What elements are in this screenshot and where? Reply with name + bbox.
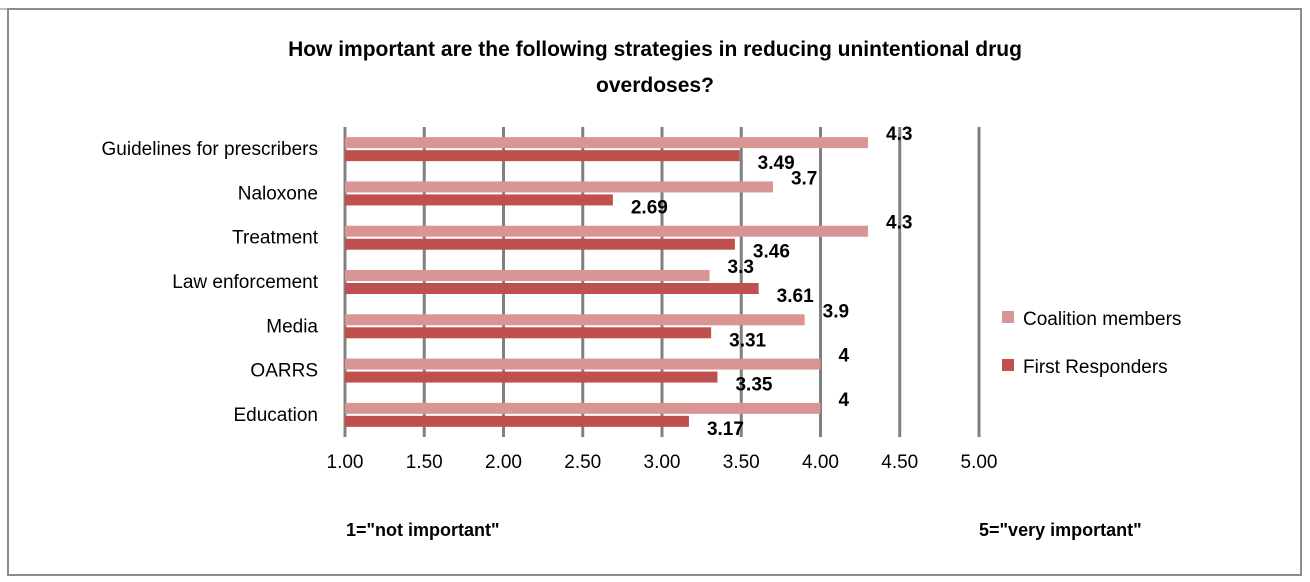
category-label-media: Media (266, 316, 318, 337)
gridlines (343, 127, 981, 437)
data-label-coalition-members-education: 4 (839, 390, 850, 411)
bar-coalition-members-education (345, 402, 821, 414)
x-tick-label: 3.00 (644, 452, 681, 473)
bar-coalition-members-law-enforcement (345, 270, 710, 281)
x-tick-label: 5.00 (961, 452, 998, 473)
chart-title-line1: How important are the following strategi… (288, 38, 1022, 61)
bar-coalition-members-treatment (345, 225, 869, 237)
data-label-coalition-members-guidelines-for-prescribers: 4.3 (886, 124, 912, 145)
data-label-first-responders-treatment: 3.46 (753, 242, 790, 263)
bar-first-responders-naloxone (345, 194, 613, 206)
bar-coalition-members-media (345, 314, 805, 326)
data-label-coalition-members-naloxone: 3.7 (791, 168, 817, 189)
legend-label-first-responders: First Responders (1023, 357, 1168, 378)
x-tick-label: 4.00 (802, 452, 839, 473)
bar-coalition-members-oarrs (345, 358, 821, 370)
x-tick-label: 3.50 (723, 452, 760, 473)
annotation-not-important: 1="not important" (346, 520, 500, 540)
data-label-first-responders-education: 3.17 (707, 419, 744, 440)
x-tick-label: 4.50 (881, 452, 918, 473)
data-label-coalition-members-law-enforcement: 3.3 (728, 257, 754, 278)
data-label-first-responders-guidelines-for-prescribers: 3.49 (758, 153, 795, 174)
bar-first-responders-media (345, 327, 712, 339)
annotation-very-important: 5="very important" (979, 520, 1142, 540)
chart-title-line2: overdoses? (596, 74, 714, 97)
data-label-first-responders-law-enforcement: 3.61 (777, 286, 814, 307)
x-tick-labels: 1.00 1.50 2.00 2.50 3.00 3.50 4.00 4.50 5.00 (327, 452, 998, 473)
x-tick-label: 2.50 (564, 452, 601, 473)
bar-first-responders-treatment (345, 238, 735, 250)
category-label-treatment: Treatment (232, 228, 319, 249)
category-label-guidelines-for-prescribers: Guidelines for prescribers (102, 139, 318, 160)
x-tick-label: 1.00 (327, 452, 364, 473)
category-label-education: Education (233, 405, 318, 426)
bar-coalition-members-naloxone (345, 181, 773, 193)
data-label-coalition-members-oarrs: 4 (839, 346, 850, 367)
category-label-naloxone: Naloxone (238, 183, 318, 204)
data-label-first-responders-media: 3.31 (729, 330, 766, 351)
bar-first-responders-law-enforcement (345, 283, 759, 294)
bar-first-responders-education (345, 415, 689, 427)
data-labels: 4.3 3.493.7 2.69 4.3 3.463.3 3.61 3.9 3.31 4 3.35… (631, 124, 913, 440)
data-label-first-responders-naloxone: 2.69 (631, 197, 668, 218)
category-label-oarrs: OARRS (250, 361, 318, 382)
bar-first-responders-oarrs (345, 371, 718, 383)
data-label-coalition-members-media: 3.9 (823, 301, 849, 322)
legend: Coalition members First Responders (1002, 309, 1181, 378)
x-tick-label: 1.50 (406, 452, 443, 473)
data-label-coalition-members-treatment: 4.3 (886, 213, 912, 234)
bars (345, 137, 869, 427)
data-label-first-responders-oarrs: 3.35 (735, 375, 772, 396)
bar-first-responders-guidelines-for-prescribers (345, 150, 740, 162)
category-label-law-enforcement: Law enforcement (172, 272, 318, 293)
category-labels: Guidelines for prescribers Naloxone Treatm… (102, 139, 319, 426)
chart-border (7, 8, 1302, 576)
bar-coalition-members-guidelines-for-prescribers (345, 137, 869, 149)
legend-swatch-first-responders (1002, 359, 1014, 371)
legend-label-coalition-members: Coalition members (1023, 309, 1181, 330)
x-tick-label: 2.00 (485, 452, 522, 473)
legend-swatch-coalition-members (1002, 311, 1014, 323)
